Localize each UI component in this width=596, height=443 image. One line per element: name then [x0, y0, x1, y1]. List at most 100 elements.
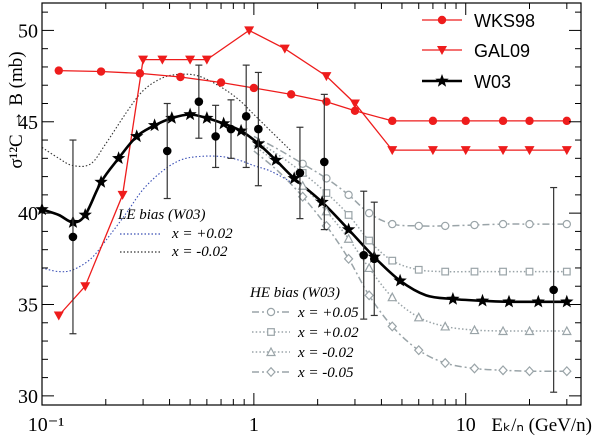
legend-label-wks98: WKS98 [474, 11, 535, 31]
he-bias-legend-marker [266, 366, 276, 378]
he-bias-marker-1 [344, 190, 353, 200]
data-point [162, 146, 172, 156]
he-bias-legend-marker [266, 346, 276, 357]
data-point [68, 232, 78, 242]
data-point [359, 250, 369, 260]
series-marker-gal09 [524, 146, 535, 156]
series-marker-wks98 [176, 72, 185, 82]
series-marker-w03 [78, 208, 92, 221]
x-tick-label: 10 [456, 414, 476, 436]
he-bias-marker-2 [344, 211, 353, 219]
series-marker-gal09 [460, 146, 471, 156]
x-tick-label: 1 [249, 414, 259, 436]
he-bias-marker-3 [387, 291, 398, 302]
y-tick-label: 50 [18, 20, 38, 42]
series-marker-w03 [393, 273, 407, 287]
he-bias-label: x = -0.05 [297, 365, 354, 381]
he-bias-marker-2 [562, 267, 571, 276]
legend-label-w03: W03 [474, 72, 511, 92]
series-marker-wks98 [388, 116, 397, 126]
series-marker-w03 [183, 107, 197, 121]
series-marker-w03 [446, 292, 460, 305]
he-bias-label: x = -0.02 [297, 345, 354, 361]
he-bias-marker-3 [561, 325, 572, 336]
le-bias-title: LE bias (W03) [117, 207, 206, 223]
series-marker-gal09 [157, 55, 168, 65]
data-point [211, 132, 220, 141]
series-marker-gal09 [387, 146, 398, 156]
data-point [254, 124, 263, 134]
series-marker-gal09 [117, 190, 128, 200]
he-bias-marker-4 [524, 366, 535, 377]
series-marker-w03 [112, 151, 126, 164]
y-tick-label: 45 [18, 112, 38, 134]
series-marker-gal09 [138, 55, 149, 65]
le-bias-line-2 [42, 73, 292, 167]
data-point [369, 254, 379, 264]
series-marker-wks98 [96, 67, 106, 76]
he-bias-marker-1 [364, 208, 374, 218]
he-bias-marker-4 [469, 363, 480, 374]
series-marker-gal09 [185, 55, 196, 65]
he-bias-marker-3 [297, 180, 308, 190]
he-bias-marker-1 [298, 159, 307, 168]
series-marker-gal09 [561, 146, 572, 156]
he-bias-marker-3 [343, 233, 354, 243]
he-bias-marker-1 [388, 219, 397, 229]
he-bias-line-2 [253, 139, 567, 273]
axes-layer: 30 35 40 45 50 10⁻¹ 1 10 σ¹²C → B (mb) Eₖ/ₙ (GeV/… [6, 2, 592, 436]
he-bias-marker-4 [498, 365, 508, 376]
series-marker-w03 [94, 175, 108, 188]
series-marker-gal09 [349, 99, 360, 109]
he-bias-marker-4 [561, 366, 572, 377]
he-bias-marker-2 [365, 236, 374, 245]
he-bias-legend-marker [267, 328, 275, 336]
series-marker-w03 [315, 195, 329, 208]
he-bias-marker-2 [441, 267, 450, 276]
legend-marker-gal09 [437, 46, 447, 55]
he-bias-label: x = +0.02 [297, 325, 359, 341]
data-point [241, 111, 251, 121]
series-marker-gal09 [279, 44, 290, 54]
he-bias-marker-2 [499, 267, 507, 276]
he-bias-label: x = +0.05 [297, 305, 359, 321]
he-bias-marker-1 [498, 219, 508, 229]
he-bias-marker-3 [364, 262, 375, 273]
series-marker-gal09 [498, 146, 509, 156]
data-point [194, 97, 204, 106]
series-marker-w03 [502, 294, 516, 308]
series-marker-wks98 [135, 69, 145, 78]
he-bias-title: HE bias (W03) [249, 285, 340, 301]
series-marker-gal09 [53, 311, 64, 321]
y-tick-label: 40 [18, 203, 38, 225]
series-marker-w03 [475, 293, 490, 307]
he-bias-marker-4 [413, 345, 424, 356]
he-bias-marker-2 [322, 189, 331, 197]
series-marker-wks98 [249, 83, 259, 93]
plot-frame [41, 2, 582, 406]
series-marker-wks98 [461, 116, 470, 126]
series-marker-w03 [560, 294, 574, 308]
he-bias-marker-4 [364, 290, 374, 301]
he-bias-marker-3 [440, 321, 451, 331]
series-marker-w03 [531, 294, 545, 308]
y-axis-title: σ¹²C → B (mb) [6, 51, 27, 168]
series-marker-wks98 [54, 66, 63, 75]
series-marker-gal09 [201, 55, 212, 65]
series-marker-w03 [234, 123, 248, 137]
he-bias-marker-1 [470, 220, 479, 230]
data-point [549, 285, 558, 295]
series-marker-wks98 [350, 106, 360, 116]
series-marker-w03 [147, 118, 162, 132]
he-bias-marker-4 [343, 253, 354, 264]
series-marker-w03 [269, 153, 283, 166]
he-bias-marker-1 [440, 221, 450, 231]
y-tick-label: 30 [18, 386, 38, 408]
series-marker-wks98 [498, 116, 508, 126]
x-tick-label: 10⁻¹ [28, 414, 65, 436]
he-bias-marker-2 [414, 265, 423, 274]
series-marker-wks98 [428, 116, 438, 126]
series-marker-w03 [217, 116, 231, 130]
data-point [226, 124, 236, 134]
